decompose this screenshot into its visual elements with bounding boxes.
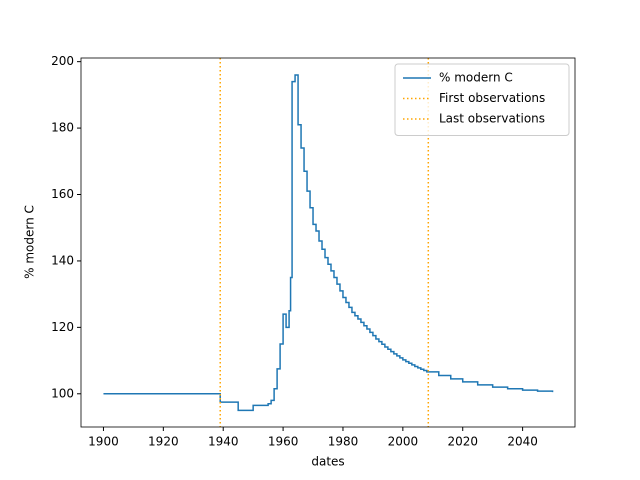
y-axis-label: % modern C bbox=[23, 205, 37, 279]
x-tick-label: 2020 bbox=[447, 435, 478, 449]
x-tick-label: 1980 bbox=[328, 435, 359, 449]
legend-label: Last observations bbox=[439, 112, 545, 126]
y-tick-label: 160 bbox=[51, 187, 74, 201]
plot-frame bbox=[80, 57, 576, 428]
x-tick-label: 1920 bbox=[148, 435, 179, 449]
x-tick-label: 2000 bbox=[388, 435, 419, 449]
legend-label: First observations bbox=[439, 91, 545, 105]
y-tick-label: 180 bbox=[51, 121, 74, 135]
y-tick-label: 140 bbox=[51, 253, 74, 267]
y-tick-label: 100 bbox=[51, 386, 74, 400]
x-tick-label: 1960 bbox=[268, 435, 299, 449]
x-tick-label: 1900 bbox=[88, 435, 119, 449]
x-axis-label: dates bbox=[311, 455, 344, 469]
legend-label: % modern C bbox=[439, 71, 513, 85]
y-tick-label: 200 bbox=[51, 54, 74, 68]
data-line bbox=[103, 74, 554, 412]
x-tick-label: 2040 bbox=[507, 435, 538, 449]
y-tick-label: 120 bbox=[51, 320, 74, 334]
x-tick-label: 1940 bbox=[208, 435, 239, 449]
legend-box bbox=[394, 63, 570, 136]
